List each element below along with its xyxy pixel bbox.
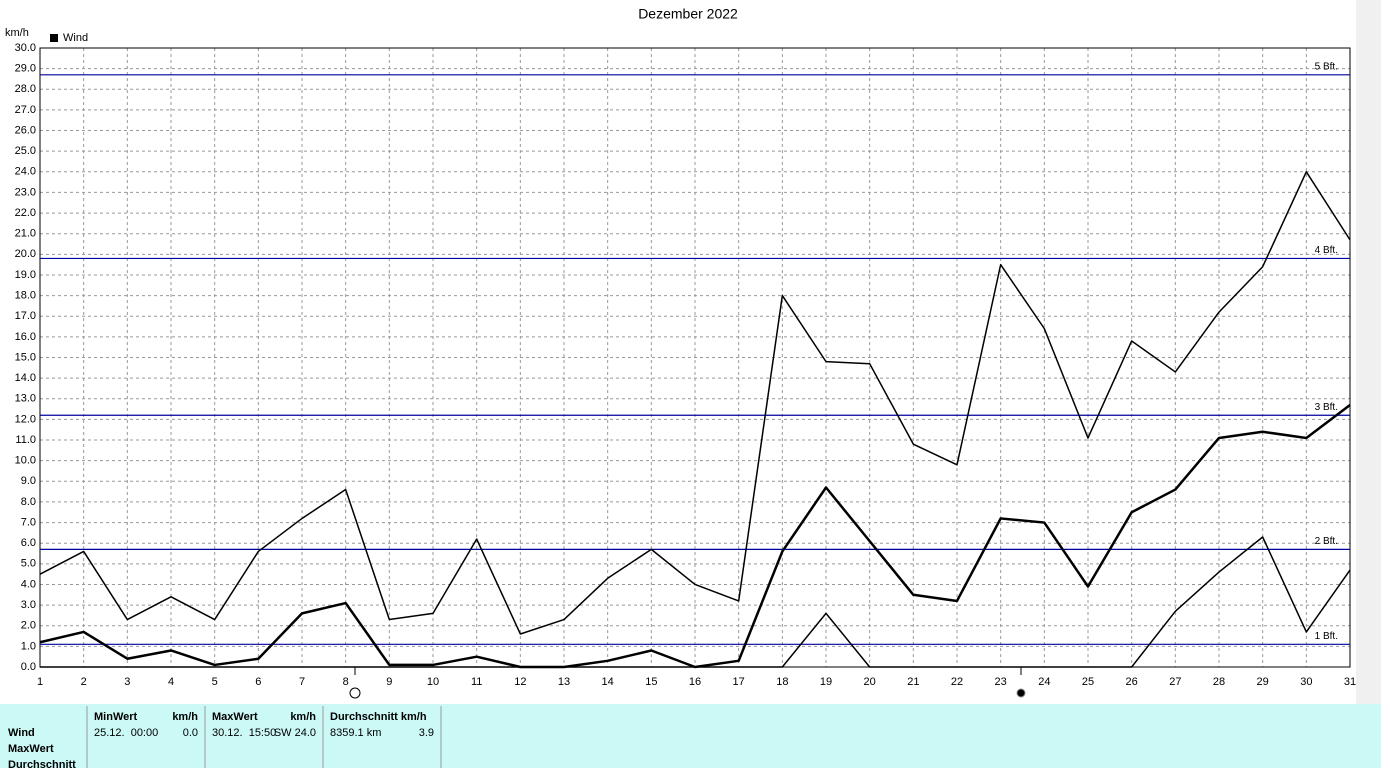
y-tick-label: 10.0 — [15, 455, 36, 467]
y-tick-label: 1.0 — [21, 640, 36, 652]
y-tick-label: 7.0 — [21, 516, 36, 528]
reference-label: 1 Bft. — [1315, 631, 1338, 642]
x-tick-label: 15 — [645, 676, 657, 688]
x-tick-label: 28 — [1213, 676, 1225, 688]
cell: 25.12. 00:00 — [94, 727, 158, 739]
y-tick-label: 12.0 — [15, 413, 36, 425]
y-tick-label: 24.0 — [15, 166, 36, 178]
cell: 3.9 — [419, 727, 434, 739]
reference-label: 3 Bft. — [1315, 402, 1338, 413]
y-tick-label: 8.0 — [21, 496, 36, 508]
y-tick-label: 28.0 — [15, 83, 36, 95]
x-tick-label: 26 — [1126, 676, 1138, 688]
row-label: Wind — [8, 727, 35, 739]
x-tick-label: 23 — [995, 676, 1007, 688]
x-tick-label: 18 — [776, 676, 788, 688]
y-tick-label: 2.0 — [21, 620, 36, 632]
column-title: MaxWert — [212, 711, 258, 723]
cell: 8359.1 km — [330, 727, 381, 739]
y-tick-label: 26.0 — [15, 124, 36, 136]
reference-label: 5 Bft. — [1315, 61, 1338, 72]
y-tick-label: 29.0 — [15, 63, 36, 75]
x-tick-label: 1 — [37, 676, 43, 688]
x-tick-label: 21 — [907, 676, 919, 688]
y-tick-label: 16.0 — [15, 331, 36, 343]
series-line — [39, 171, 1351, 635]
x-tick-label: 30 — [1300, 676, 1312, 688]
x-tick-label: 6 — [255, 676, 261, 688]
series-line — [40, 536, 1351, 668]
x-tick-label: 9 — [386, 676, 392, 688]
x-tick-label: 13 — [558, 676, 570, 688]
full-moon — [349, 687, 361, 699]
x-tick-label: 5 — [212, 676, 218, 688]
y-tick-label: 14.0 — [15, 372, 36, 384]
plot — [39, 47, 1351, 668]
x-tick-label: 25 — [1082, 676, 1094, 688]
y-tick-label: 13.0 — [15, 393, 36, 405]
y-tick-label: 23.0 — [15, 186, 36, 198]
x-tick-label: 17 — [733, 676, 745, 688]
y-tick-label: 22.0 — [15, 207, 36, 219]
x-tick-label: 27 — [1169, 676, 1181, 688]
column-title: Durchschnitt km/h — [330, 711, 427, 723]
y-tick-label: 5.0 — [21, 558, 36, 570]
x-tick-label: 10 — [427, 676, 439, 688]
x-tick-label: 31 — [1344, 676, 1356, 688]
y-tick-label: 9.0 — [21, 475, 36, 487]
y-tick-label: 21.0 — [15, 228, 36, 240]
x-tick-label: 19 — [820, 676, 832, 688]
y-tick-label: 3.0 — [21, 599, 36, 611]
y-tick-label: 30.0 — [15, 42, 36, 54]
x-tick-label: 22 — [951, 676, 963, 688]
x-tick-label: 3 — [124, 676, 130, 688]
chart-title: Dezember 2022 — [638, 6, 738, 22]
legend-label: Wind — [63, 32, 88, 44]
x-tick-label: 24 — [1038, 676, 1050, 688]
x-tick-label: 7 — [299, 676, 305, 688]
y-tick-label: 27.0 — [15, 104, 36, 116]
column-unit: km/h — [172, 711, 198, 723]
x-tick-label: 4 — [168, 676, 174, 688]
x-tick-label: 20 — [864, 676, 876, 688]
reference-label: 2 Bft. — [1315, 536, 1338, 547]
cell: 30.12. 15:50 — [212, 727, 276, 739]
legend-swatch — [50, 34, 58, 42]
row-label: MaxWert — [8, 743, 54, 755]
x-tick-label: 14 — [602, 676, 614, 688]
x-tick-label: 16 — [689, 676, 701, 688]
stats-panel — [0, 704, 1381, 768]
y-tick-label: 0.0 — [21, 661, 36, 673]
y-unit: km/h — [5, 27, 29, 39]
column-unit: km/h — [290, 711, 316, 723]
y-tick-label: 18.0 — [15, 290, 36, 302]
y-tick-label: 15.0 — [15, 351, 36, 363]
cell: SW 24.0 — [274, 727, 316, 739]
y-tick-label: 11.0 — [15, 434, 36, 446]
column-title: MinWert — [94, 711, 138, 723]
y-tick-label: 6.0 — [21, 537, 36, 549]
new-moon — [1016, 688, 1026, 698]
x-tick-label: 8 — [343, 676, 349, 688]
x-tick-label: 11 — [471, 676, 482, 688]
x-tick-label: 29 — [1257, 676, 1269, 688]
y-tick-label: 4.0 — [21, 578, 36, 590]
y-tick-label: 17.0 — [15, 310, 36, 322]
reference-label: 4 Bft. — [1315, 245, 1338, 256]
y-tick-label: 19.0 — [15, 269, 36, 281]
row-label: Durchschnitt — [8, 759, 76, 768]
y-tick-label: 20.0 — [15, 248, 36, 260]
y-tick-label: 25.0 — [15, 145, 36, 157]
x-tick-label: 2 — [81, 676, 87, 688]
stats-table: MinWert km/h MaxWert km/h Durchschnitt km/h W… — [8, 706, 442, 768]
x-tick-label: 12 — [514, 676, 526, 688]
cell: 0.0 — [183, 727, 198, 739]
side-strip — [1356, 0, 1381, 768]
